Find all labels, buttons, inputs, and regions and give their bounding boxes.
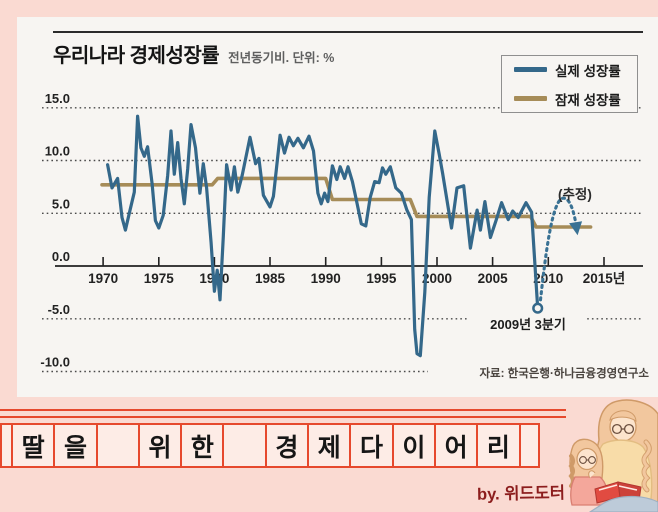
daughter-glasses-icon — [579, 456, 596, 464]
chart-legend: 실제 성장률 잠재 성장률 — [501, 55, 638, 113]
legend-item-actual: 실제 성장률 — [514, 60, 637, 80]
y-tick-label: 5.0 — [52, 196, 70, 211]
legend-label-actual: 실제 성장률 — [555, 63, 621, 79]
legend-label-potential: 잠재 성장률 — [555, 92, 621, 108]
chart-subtitle: 전년동기비. 단위: % — [228, 51, 335, 65]
daughter-hand — [588, 470, 596, 479]
banner-cell-경: 경 — [264, 423, 310, 468]
banner-cell-한: 한 — [180, 423, 225, 468]
x-tick-label: 2000 — [422, 271, 452, 286]
banner-rule-bottom — [0, 415, 566, 418]
legend-item-potential: 잠재 성장률 — [514, 89, 637, 109]
x-tick-label: 1985 — [255, 271, 286, 286]
estimate-annotation: (추정) — [558, 187, 592, 202]
chart-title: 우리나라 경제성장률 — [53, 45, 220, 67]
x-tick-label: 1975 — [144, 271, 175, 286]
banner-cell-위: 위 — [137, 423, 183, 468]
mother-figure — [594, 399, 658, 504]
banner-cell-이: 이 — [391, 423, 436, 468]
banner-cell-empty — [95, 423, 140, 468]
chart-card: 우리나라 경제성장률 전년동기비. 단위: % 15.0 10.0 5.0 0.0 -5… — [17, 17, 658, 397]
x-tick-label: 2005 — [478, 271, 509, 286]
x-tick-label: 2010 — [533, 271, 563, 286]
x-tick-label: 1970 — [88, 271, 118, 286]
banner-cell-을: 을 — [53, 423, 98, 468]
actual-growth-line — [105, 114, 540, 358]
title-rule — [53, 31, 643, 33]
banner-cell-다: 다 — [349, 423, 394, 468]
mother-glasses-icon — [611, 423, 635, 435]
y-tick-label: 15.0 — [45, 91, 70, 106]
banner-cell-딸: 딸 — [11, 423, 56, 468]
estimate-arrowhead-icon — [569, 221, 583, 236]
daughter-figure — [568, 438, 609, 506]
estimate-arrow — [538, 196, 578, 302]
potential-growth-line — [100, 176, 593, 229]
banner-cell-어: 어 — [433, 423, 479, 468]
banner-rule-top — [0, 409, 566, 411]
mother-braid-highlight — [642, 440, 651, 492]
mother-daughter-illustration — [568, 399, 658, 512]
x-tick-label: 1990 — [311, 271, 341, 286]
dip-point-marker — [532, 302, 544, 314]
mother-fringe — [609, 410, 637, 422]
actual-line-swatch — [514, 67, 547, 72]
dip-annotation: 2009년 3분기 — [469, 314, 587, 333]
y-tick-label: -10.0 — [40, 355, 70, 370]
chart-header: 우리나라 경제성장률 전년동기비. 단위: % — [53, 39, 334, 68]
potential-line-swatch — [514, 96, 547, 101]
banner-cell-제: 제 — [307, 423, 352, 468]
banner-cell-empty — [222, 423, 267, 468]
y-tick-label: -5.0 — [48, 302, 70, 317]
byline: by. 위드도터 — [476, 484, 566, 504]
x-tick-label: 2015년 — [583, 271, 625, 286]
source-credit: 자료: 한국은행·하나금융경영연구소 — [479, 368, 649, 380]
y-tick-label: 10.0 — [45, 144, 70, 159]
legs — [588, 495, 658, 512]
daughter-face — [576, 447, 598, 471]
banner-cell-리: 리 — [476, 423, 521, 468]
x-tick-label: 1995 — [366, 271, 397, 286]
y-tick-label: 0.0 — [52, 249, 70, 264]
banner-cell-empty — [518, 423, 540, 468]
